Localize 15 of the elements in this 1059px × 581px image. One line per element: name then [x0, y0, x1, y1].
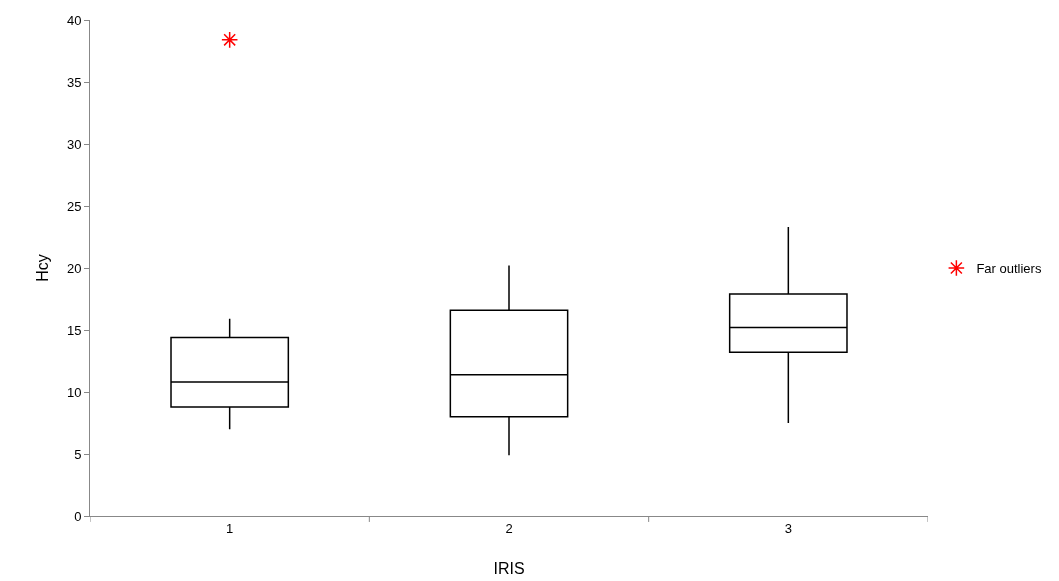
y-tick-label: 20 — [66, 260, 82, 276]
y-tick-label: 15 — [66, 322, 82, 338]
y-tick-label: 10 — [66, 384, 82, 400]
x-tick-label: 3 — [784, 520, 792, 536]
y-tick-label: 0 — [74, 508, 82, 524]
y-tick-label: 25 — [66, 198, 82, 214]
y-axis-title: Hcy — [34, 254, 51, 282]
x-axis-title: IRIS — [493, 560, 525, 577]
legend-label: Far outliers — [976, 261, 1042, 277]
x-tick-label: 2 — [505, 520, 513, 536]
y-tick-label: 5 — [74, 446, 82, 462]
x-tick-label: 1 — [226, 520, 234, 536]
y-tick-label: 35 — [66, 74, 82, 90]
y-tick-label: 30 — [66, 136, 82, 152]
y-tick-label: 40 — [66, 12, 82, 28]
